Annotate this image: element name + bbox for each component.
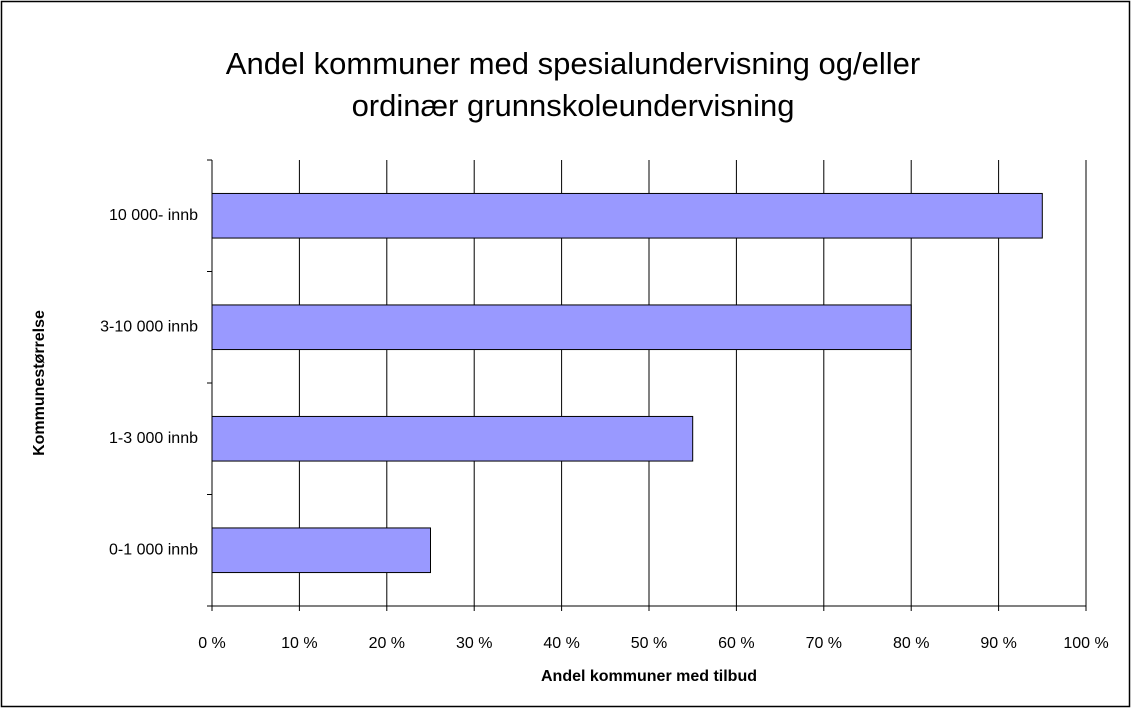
- x-tick-label: 60 %: [718, 635, 754, 652]
- x-axis-label: Andel kommuner med tilbud: [541, 668, 757, 685]
- chart-title: ordinær grunnskoleundervisning: [352, 88, 795, 123]
- y-tick-label: 10 000- innb: [109, 207, 198, 224]
- x-tick-label: 30 %: [456, 635, 492, 652]
- x-tick-label: 40 %: [543, 635, 579, 652]
- y-axis-label: Kommunestørrelse: [31, 310, 48, 456]
- bar: [211, 304, 912, 351]
- bar: [211, 527, 431, 574]
- x-tick-label: 100 %: [1063, 635, 1108, 652]
- bar: [211, 192, 1043, 239]
- bar: [211, 415, 694, 462]
- y-tick-label: 0-1 000 innb: [109, 541, 198, 558]
- x-tick-label: 50 %: [631, 635, 667, 652]
- x-tick-label: 90 %: [980, 635, 1016, 652]
- chart-title: Andel kommuner med spesialundervisning o…: [226, 46, 920, 81]
- x-tick-label: 0 %: [198, 635, 226, 652]
- y-tick-label: 3-10 000 innb: [100, 318, 198, 335]
- x-tick-label: 70 %: [806, 635, 842, 652]
- x-tick-label: 20 %: [369, 635, 405, 652]
- y-tick-label: 1-3 000 innb: [109, 430, 198, 447]
- x-tick-label: 10 %: [281, 635, 317, 652]
- x-tick-label: 80 %: [893, 635, 929, 652]
